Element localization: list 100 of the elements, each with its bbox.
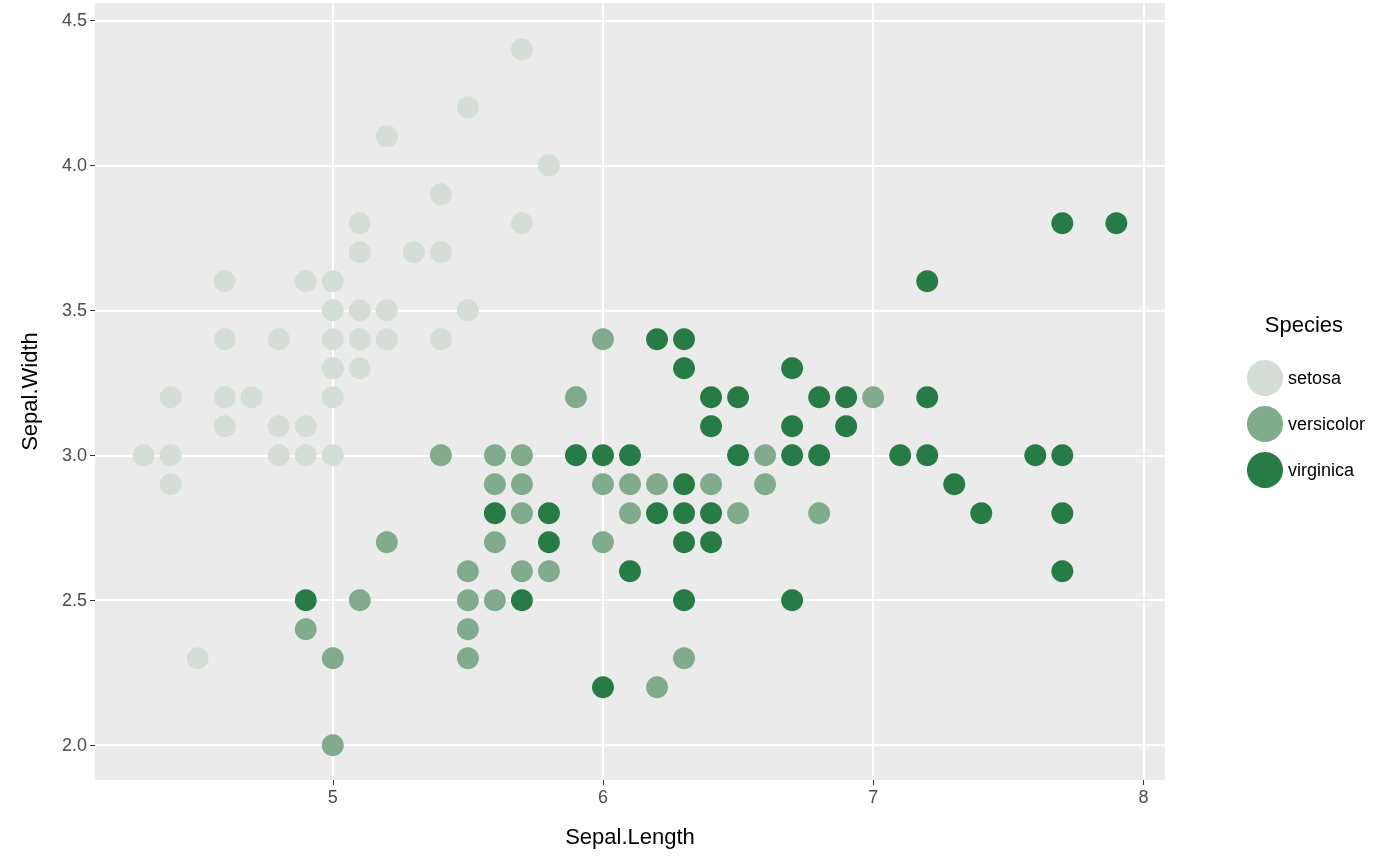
point	[267, 444, 290, 467]
point	[483, 589, 506, 612]
point	[159, 444, 182, 467]
point	[835, 415, 858, 438]
point	[1051, 560, 1074, 583]
point	[1051, 444, 1074, 467]
point	[619, 560, 641, 583]
point	[321, 386, 344, 409]
point	[781, 444, 804, 467]
point	[781, 415, 804, 438]
point	[673, 502, 696, 525]
point	[808, 444, 831, 467]
x-tick-label: 5	[327, 787, 338, 807]
x-tick-label: 6	[597, 787, 608, 807]
point	[321, 647, 344, 670]
point	[510, 473, 533, 496]
point	[646, 502, 669, 525]
point	[348, 589, 371, 612]
point	[483, 502, 506, 525]
point	[862, 386, 885, 409]
point	[700, 386, 723, 409]
point	[673, 473, 696, 496]
point	[592, 328, 614, 351]
point	[510, 502, 533, 525]
point	[781, 589, 804, 612]
point	[592, 444, 614, 467]
y-tick-label: 4.0	[61, 155, 87, 176]
legend-label: virginica	[1287, 460, 1355, 480]
point	[754, 444, 777, 467]
point	[592, 676, 614, 699]
y-tick-label: 3.0	[61, 445, 87, 466]
point	[727, 444, 750, 467]
y-axis-title: Sepal.Width	[16, 332, 42, 451]
point	[537, 531, 560, 554]
point	[808, 386, 831, 409]
point	[321, 299, 344, 322]
point	[727, 502, 750, 525]
x-tick-label: 7	[868, 787, 879, 807]
point	[1024, 444, 1047, 467]
point	[348, 299, 371, 322]
point	[510, 444, 533, 467]
point	[483, 444, 506, 467]
legend-label: setosa	[1287, 368, 1342, 388]
point	[889, 444, 912, 467]
point	[592, 531, 614, 554]
point	[375, 299, 398, 322]
point	[781, 357, 804, 380]
y-tick-label: 4.5	[61, 10, 87, 31]
point	[619, 502, 641, 525]
point	[456, 618, 479, 641]
point	[564, 386, 587, 409]
point	[294, 444, 317, 467]
legend-title: Species	[1264, 311, 1344, 337]
point	[321, 444, 344, 467]
point	[132, 444, 155, 467]
point	[321, 270, 344, 293]
legend-label: versicolor	[1287, 414, 1366, 434]
point	[510, 560, 533, 583]
point	[1105, 212, 1128, 235]
point	[294, 618, 317, 641]
point	[456, 560, 479, 583]
point	[1051, 212, 1074, 235]
point	[619, 473, 641, 496]
point	[808, 502, 831, 525]
point	[727, 386, 750, 409]
point	[700, 502, 723, 525]
point	[294, 589, 317, 612]
point	[537, 154, 560, 177]
point	[321, 328, 344, 351]
point	[970, 502, 993, 525]
point	[321, 357, 344, 380]
point	[510, 589, 533, 612]
point	[700, 415, 723, 438]
point	[916, 386, 939, 409]
x-axis-title: Sepal.Length	[565, 823, 695, 849]
point	[673, 531, 696, 554]
point	[321, 734, 344, 757]
point	[646, 676, 669, 699]
point	[619, 444, 641, 467]
point	[673, 647, 696, 670]
point	[646, 328, 669, 351]
point	[673, 357, 696, 380]
y-tick-label: 3.5	[61, 300, 87, 321]
point	[592, 473, 614, 496]
point	[537, 560, 560, 583]
point	[456, 589, 479, 612]
point	[916, 270, 939, 293]
point	[375, 531, 398, 554]
x-tick-label: 8	[1138, 787, 1149, 807]
point	[537, 502, 560, 525]
y-tick-label: 2.0	[61, 735, 87, 756]
point	[943, 473, 966, 496]
point	[700, 531, 723, 554]
point	[429, 444, 452, 467]
point	[483, 531, 506, 554]
point	[456, 299, 479, 322]
point	[916, 444, 939, 467]
point	[673, 328, 696, 351]
y-tick-label: 2.5	[61, 590, 87, 611]
point	[564, 444, 587, 467]
